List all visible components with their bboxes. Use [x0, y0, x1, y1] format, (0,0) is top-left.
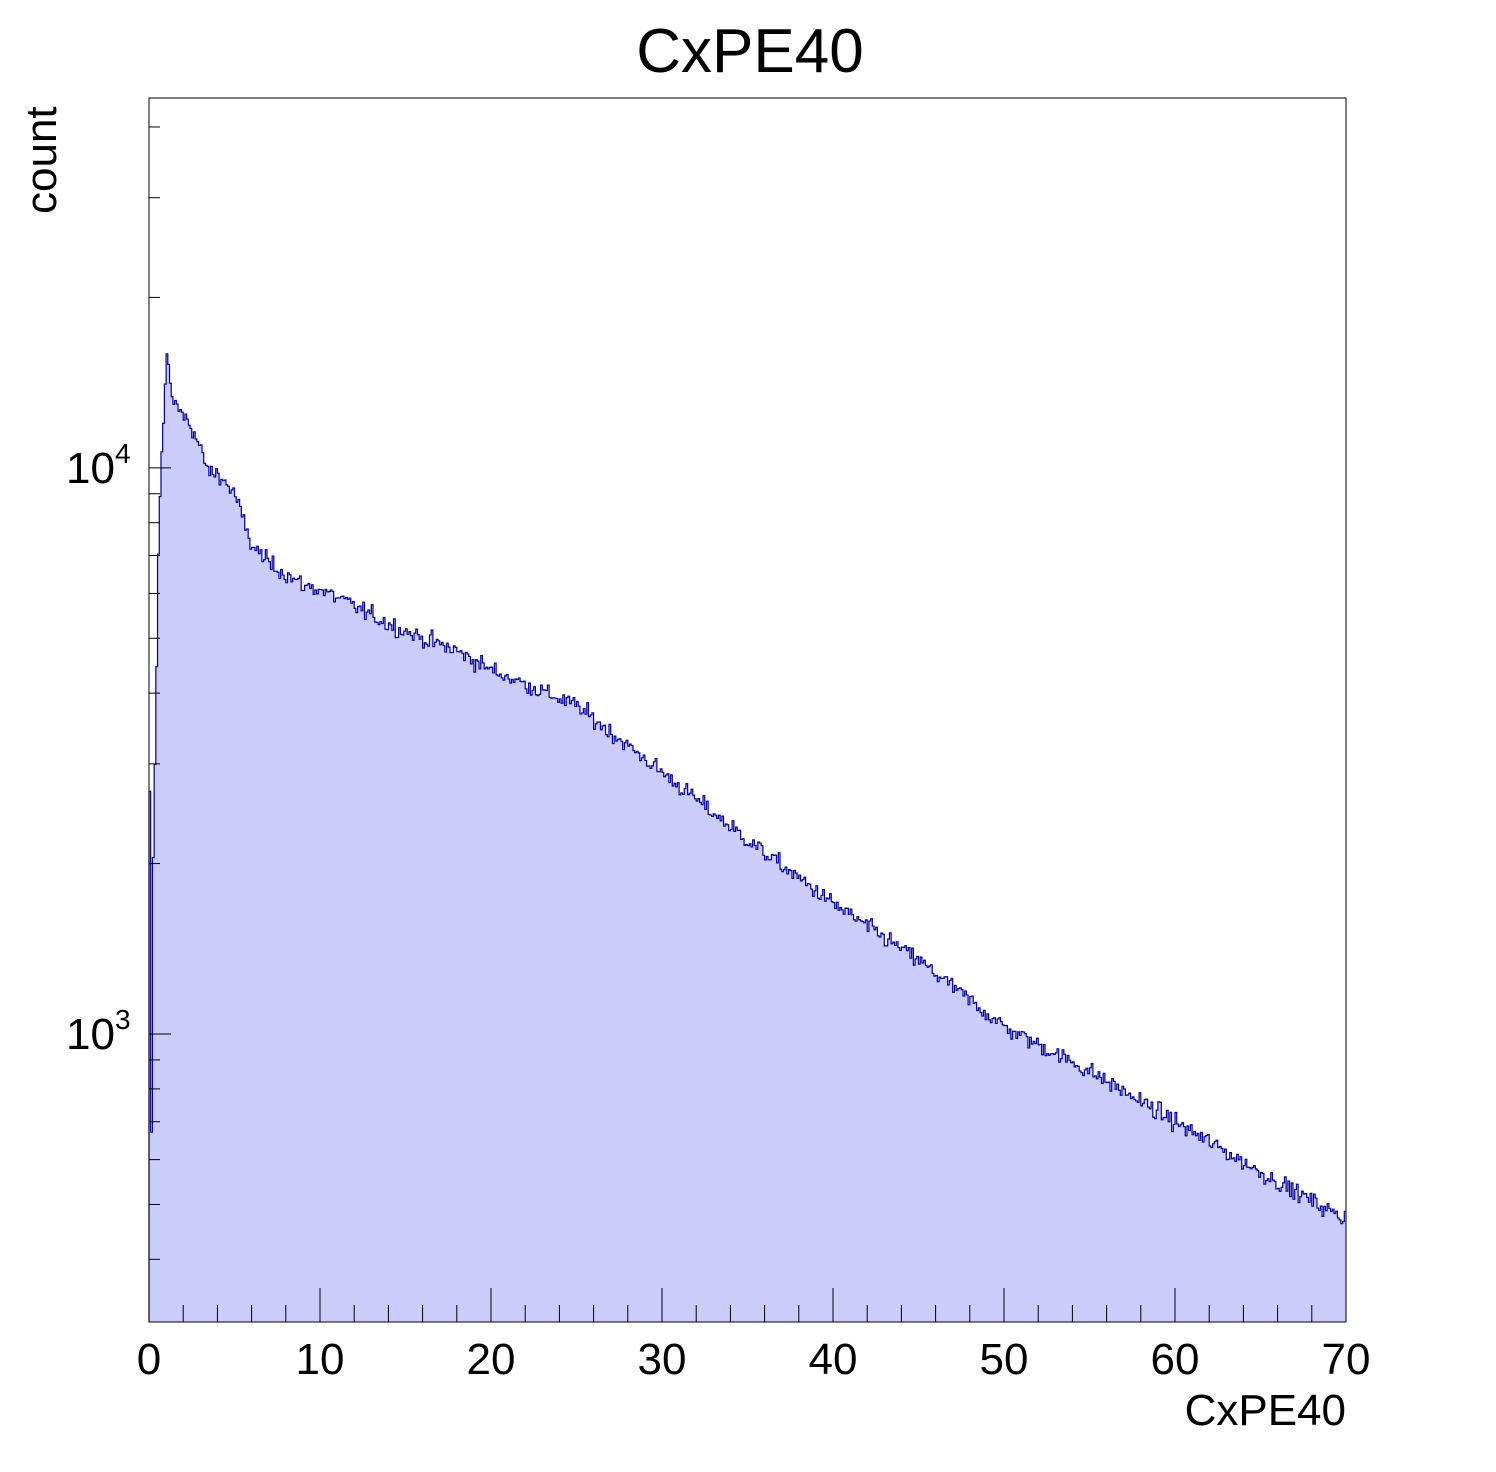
x-tick-label: 20: [467, 1335, 516, 1384]
x-tick-label: 0: [137, 1335, 161, 1384]
y-tick-exponent: 3: [115, 1004, 131, 1035]
x-tick-label: 70: [1322, 1335, 1371, 1384]
x-tick-label: 60: [1151, 1335, 1200, 1384]
histogram-outline: [148, 353, 1346, 1322]
histogram-bars: [148, 353, 1346, 1322]
x-tick-label: 10: [296, 1335, 345, 1384]
x-tick-label: 30: [638, 1335, 687, 1384]
y-tick-exponent: 4: [115, 438, 131, 469]
y-tick-base: 10: [66, 1010, 115, 1059]
x-tick-label: 50: [980, 1335, 1029, 1384]
x-axis-label: CxPE40: [1185, 1386, 1346, 1435]
y-axis-label: count: [17, 106, 66, 214]
histogram-fill: [149, 353, 1346, 1322]
y-tick-base: 10: [66, 444, 115, 493]
y-tick-label: 104: [66, 438, 131, 493]
y-tick-label: 103: [66, 1004, 131, 1059]
x-tick-label: 40: [809, 1335, 858, 1384]
plot-frame: [148, 97, 1347, 1323]
chart-title: CxPE40: [636, 17, 863, 86]
